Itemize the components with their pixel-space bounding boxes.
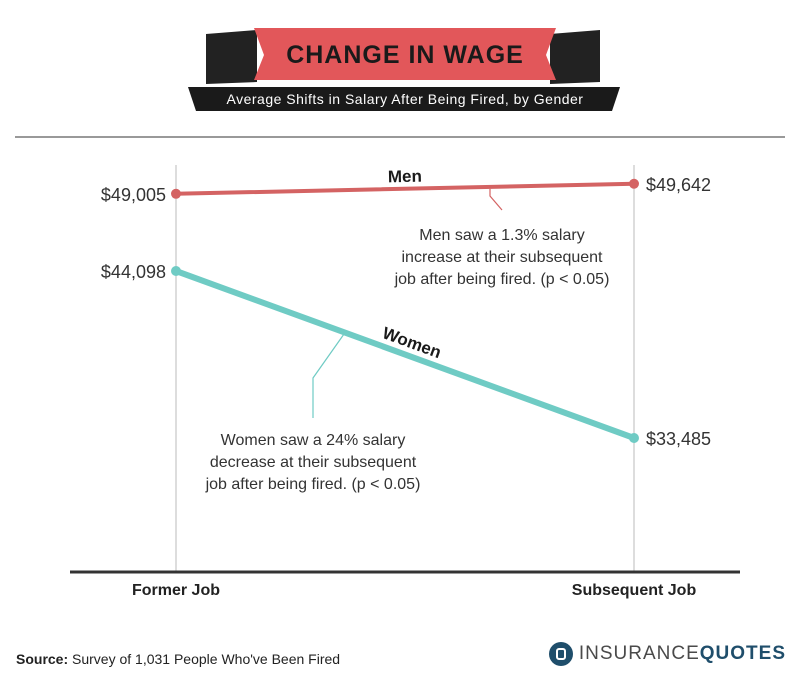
subtitle-background xyxy=(188,87,620,111)
banner-right-tail xyxy=(550,30,600,84)
annotation-leader-women xyxy=(312,332,346,418)
data-point-men xyxy=(629,178,639,189)
chart-title: CHANGE IN WAGE xyxy=(286,41,524,69)
category-label: Subsequent Job xyxy=(572,582,697,599)
logo-text: INSURANCEQUOTES xyxy=(578,643,786,664)
annotation-leader-men xyxy=(489,188,503,211)
data-point-men xyxy=(171,188,181,199)
brand-logo: INSURANCEQUOTES xyxy=(548,642,786,666)
annotation-text-women: Women saw a 24% salary xyxy=(221,432,406,449)
chart-subtitle: Average Shifts in Salary After Being Fir… xyxy=(227,91,584,107)
series-line-women xyxy=(173,268,637,441)
annotation-text-men: increase at their subsequent xyxy=(401,249,603,266)
banner-ribbon xyxy=(254,28,556,80)
logo-icon xyxy=(548,642,573,666)
value-label-women: $44,098 xyxy=(101,262,166,282)
value-label-men: $49,005 xyxy=(101,185,166,205)
series-line-men xyxy=(174,181,636,196)
annotation-text-women: decrease at their subsequent xyxy=(210,454,417,471)
annotation-text-men: job after being fired. (p < 0.05) xyxy=(394,271,610,288)
data-point-women xyxy=(629,433,639,443)
annotation-text-men: Men saw a 1.3% salary xyxy=(419,227,584,244)
value-label-women: $33,485 xyxy=(646,429,711,449)
source-label: Source: xyxy=(16,651,69,667)
title-banner: CHANGE IN WAGE xyxy=(206,28,600,84)
subtitle-bar: Average Shifts in Salary After Being Fir… xyxy=(188,87,620,111)
annotation-text-women: job after being fired. (p < 0.05) xyxy=(205,476,421,493)
banner-left-tail xyxy=(206,30,257,84)
data-point-women xyxy=(171,266,181,276)
source-text: Survey of 1,031 People Who've Been Fired xyxy=(72,651,341,667)
series-name-men: Men xyxy=(388,167,422,187)
value-label-men: $49,642 xyxy=(646,175,711,195)
source-note: Source: Survey of 1,031 People Who've Be… xyxy=(16,651,340,667)
plot-area: Former Job Subsequent Job $49,005 $49,642 Me… xyxy=(70,165,740,599)
category-label: Former Job xyxy=(132,582,220,599)
